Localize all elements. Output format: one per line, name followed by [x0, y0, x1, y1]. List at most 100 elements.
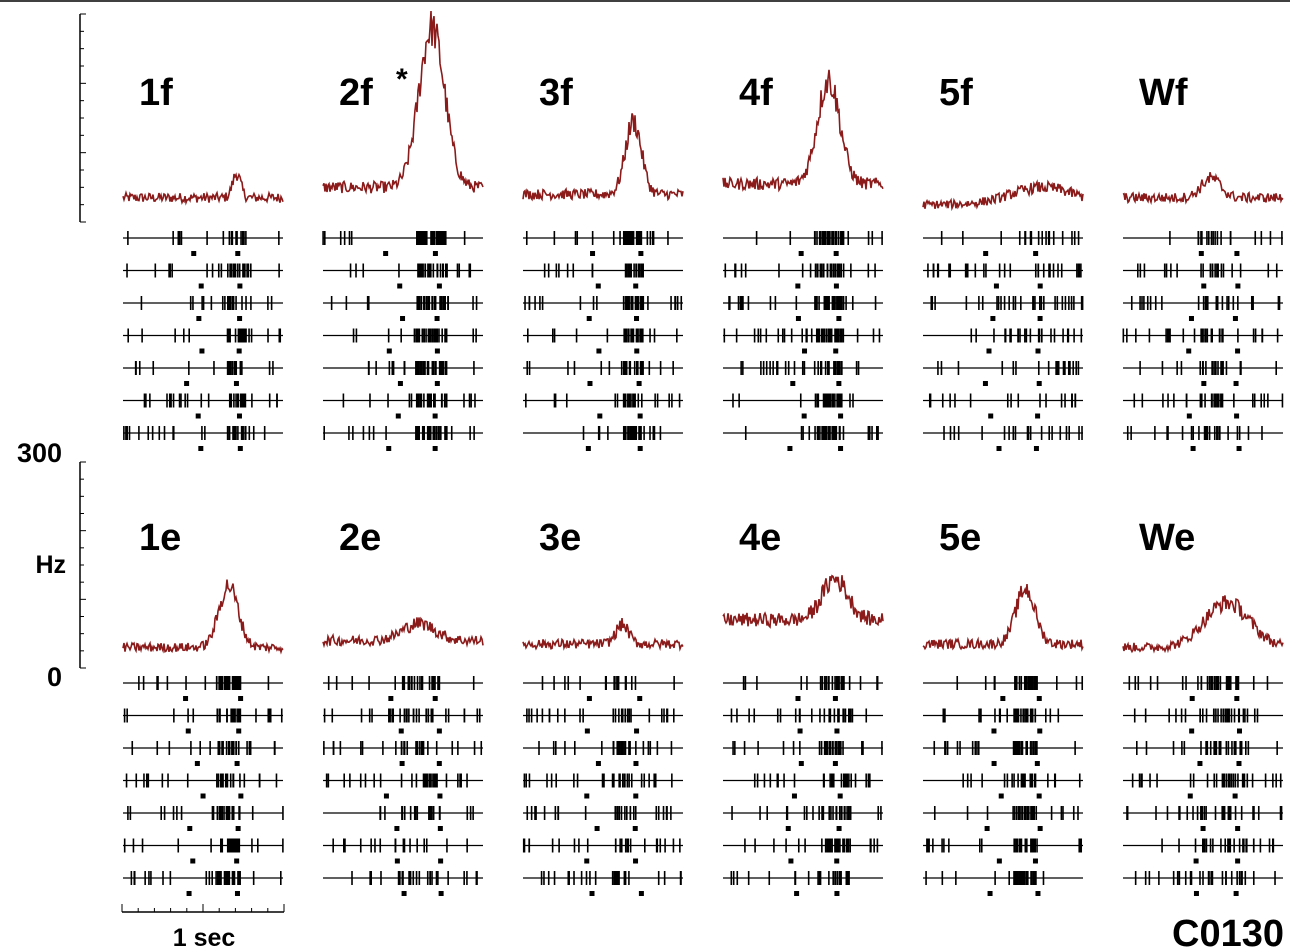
- cell-id: C0130: [1172, 913, 1284, 951]
- event-marker: [1198, 251, 1204, 256]
- event-marker: [434, 381, 440, 386]
- raster-trial: [723, 676, 883, 701]
- event-marker: [1036, 793, 1042, 799]
- psth-trace: [522, 618, 684, 652]
- event-marker: [790, 381, 796, 386]
- raster-trial: [1123, 708, 1283, 734]
- event-marker: [1033, 446, 1039, 451]
- event-marker: [394, 858, 400, 864]
- event-marker: [1235, 826, 1241, 831]
- panel-4f: 4f: [722, 69, 884, 451]
- event-marker: [797, 728, 803, 734]
- event-marker: [834, 728, 840, 734]
- event-marker: [1186, 348, 1192, 354]
- event-marker: [1037, 283, 1043, 289]
- raster-trial: [123, 263, 283, 289]
- raster-trial: [523, 773, 683, 799]
- event-marker: [988, 413, 994, 419]
- panel-Wf: Wf: [1122, 72, 1284, 451]
- event-marker: [235, 251, 241, 256]
- raster-trial: [123, 361, 283, 386]
- panel-3f: 3f: [522, 72, 684, 451]
- event-marker: [432, 696, 438, 701]
- raster-trial: [323, 361, 483, 386]
- raster-trial: [323, 296, 483, 321]
- raster-trial: [123, 806, 284, 831]
- event-marker: [794, 891, 800, 896]
- event-marker: [983, 251, 989, 256]
- event-marker: [1235, 858, 1241, 864]
- panel-label: 5e: [939, 517, 981, 559]
- event-marker: [237, 283, 243, 289]
- raster-trial: [923, 773, 1083, 799]
- raster-trial: [323, 426, 483, 451]
- raster-trial: [723, 361, 883, 386]
- raster-trial: [523, 328, 683, 354]
- event-marker: [788, 858, 794, 864]
- event-marker: [185, 728, 191, 734]
- psth-trace: [122, 172, 284, 206]
- event-marker: [982, 381, 988, 386]
- event-marker: [436, 283, 442, 289]
- event-marker: [1233, 381, 1239, 386]
- event-marker: [834, 858, 840, 864]
- panel-label: 1f: [139, 72, 173, 114]
- event-marker: [833, 251, 839, 256]
- panel-2e: 2e: [322, 517, 484, 896]
- event-marker: [1036, 381, 1042, 386]
- raster-trial: [323, 741, 483, 766]
- event-marker: [836, 381, 842, 386]
- event-marker: [836, 826, 842, 831]
- panel-label: 3f: [539, 72, 573, 114]
- event-marker: [432, 251, 438, 256]
- raster-trial: [523, 361, 683, 386]
- panel-2f: 2f *: [322, 10, 484, 451]
- event-marker: [833, 348, 839, 354]
- event-marker: [1236, 761, 1242, 766]
- raster-trial: [723, 426, 883, 451]
- event-marker: [237, 446, 243, 451]
- event-marker: [1033, 251, 1039, 256]
- event-marker: [1193, 858, 1199, 864]
- raster-trial: [723, 263, 883, 289]
- panel-4e: 4e: [722, 517, 884, 896]
- event-marker: [1036, 696, 1042, 701]
- event-marker: [1235, 348, 1241, 354]
- event-marker: [1236, 446, 1242, 451]
- event-marker: [198, 283, 204, 289]
- psth-trace: [722, 69, 884, 193]
- event-marker: [597, 413, 603, 419]
- event-marker: [1232, 793, 1238, 799]
- raster-trial: [523, 231, 683, 256]
- event-marker: [634, 316, 640, 321]
- raster-trial: [923, 708, 1083, 734]
- event-marker: [638, 891, 644, 896]
- raster-trial: [923, 426, 1083, 451]
- raster-trial: [123, 773, 283, 799]
- event-marker: [1187, 793, 1193, 799]
- event-marker: [438, 858, 444, 864]
- panel-label: 5f: [939, 72, 973, 114]
- event-marker: [798, 251, 804, 256]
- raster-trial: [123, 708, 283, 734]
- event-marker: [1189, 696, 1195, 701]
- raster-trial: [723, 296, 883, 321]
- event-marker: [993, 283, 999, 289]
- raster-trial: [723, 871, 883, 896]
- event-marker: [585, 446, 591, 451]
- psth-trace: [922, 584, 1084, 652]
- event-marker: [594, 826, 600, 831]
- raster-trial: [1123, 676, 1283, 701]
- panel-label: 1e: [139, 517, 181, 559]
- raster-trial: [523, 741, 683, 766]
- event-marker: [595, 761, 601, 766]
- event-marker: [589, 891, 595, 896]
- event-marker: [633, 793, 639, 799]
- event-marker: [634, 728, 640, 734]
- raster-trial: [523, 393, 683, 419]
- raster-trial: [523, 263, 683, 289]
- raster-trial: [323, 838, 483, 864]
- panel-label: 4e: [739, 517, 781, 559]
- event-marker: [802, 348, 808, 354]
